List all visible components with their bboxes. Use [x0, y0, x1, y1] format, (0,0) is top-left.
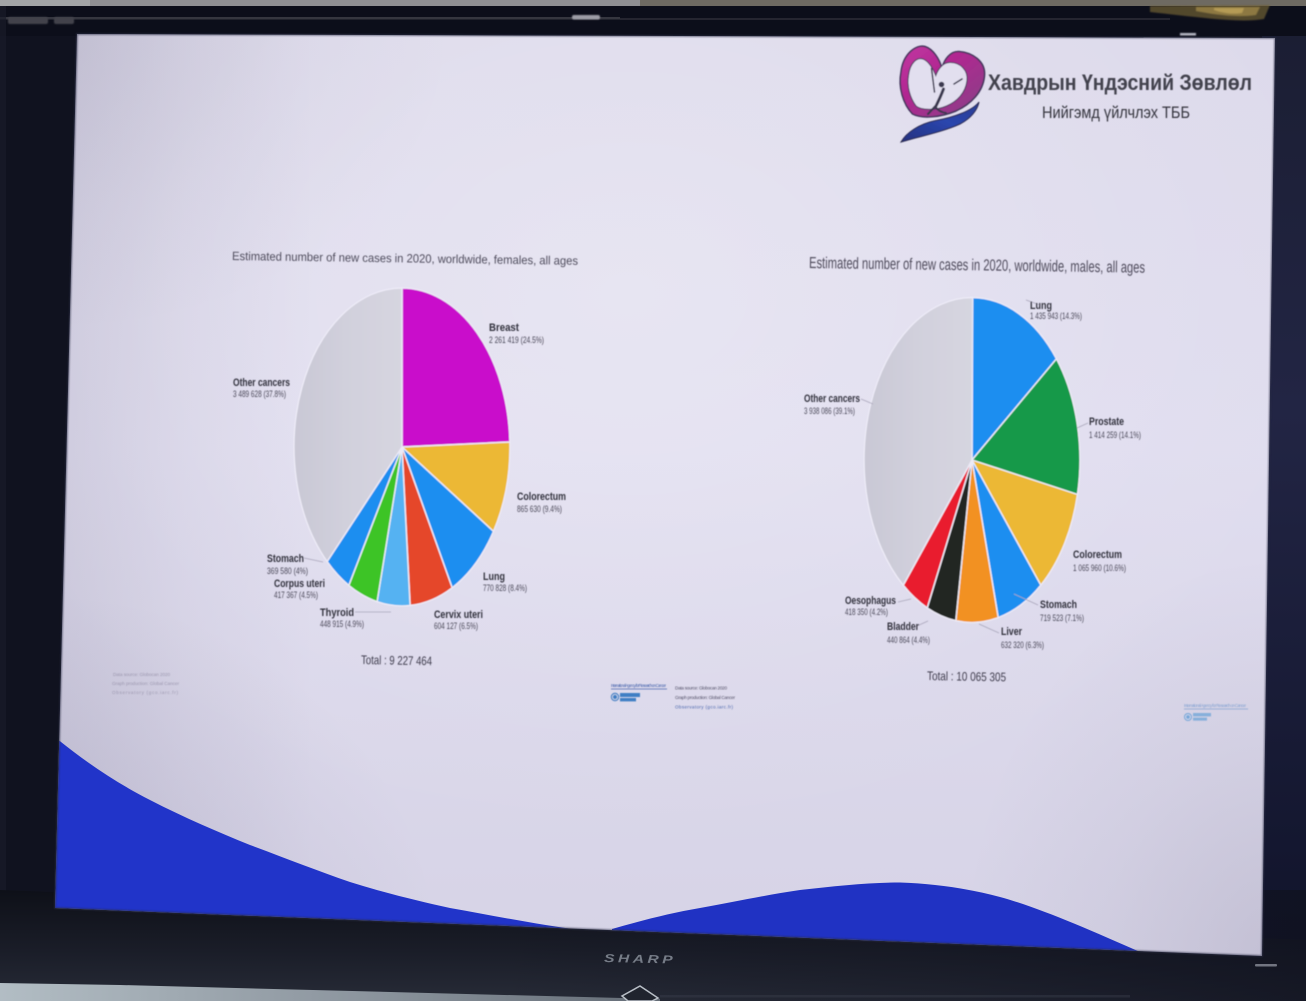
svg-text:448 915 (4.9%): 448 915 (4.9%): [320, 619, 364, 629]
svg-text:1 414 259 (14.1%): 1 414 259 (14.1%): [1089, 430, 1141, 440]
svg-text:2 261 419 (24.5%): 2 261 419 (24.5%): [489, 335, 544, 345]
svg-text:Colorectum: Colorectum: [517, 491, 566, 503]
svg-text:1 065 960 (10.6%): 1 065 960 (10.6%): [1073, 563, 1126, 573]
svg-text:Breast: Breast: [489, 322, 519, 334]
svg-text:632 320 (6.3%): 632 320 (6.3%): [1001, 640, 1044, 650]
svg-text:Observatory (gco.iarc.fr): Observatory (gco.iarc.fr): [112, 690, 178, 695]
svg-text:3 938 086 (39.1%): 3 938 086 (39.1%): [804, 406, 855, 416]
svg-text:Estimated number of new cases: Estimated number of new cases in 2020, w…: [232, 249, 578, 268]
svg-text:604 127 (6.5%): 604 127 (6.5%): [434, 621, 478, 631]
svg-text:Lung: Lung: [483, 571, 505, 583]
svg-text:Data source: Globocan 2020: Data source: Globocan 2020: [113, 672, 170, 677]
svg-text:Oesophagus: Oesophagus: [845, 595, 896, 607]
svg-text:Total : 9 227 464: Total : 9 227 464: [361, 653, 432, 668]
svg-text:SHARP: SHARP: [604, 953, 676, 967]
svg-text:Нийгэмд үйлчлэх ТББ: Нийгэмд үйлчлэх ТББ: [1042, 103, 1190, 122]
svg-text:Stomach: Stomach: [1040, 599, 1077, 611]
svg-text:417 367 (4.5%): 417 367 (4.5%): [274, 590, 318, 600]
svg-text:770 828 (8.4%): 770 828 (8.4%): [483, 583, 527, 593]
svg-text:Other cancers: Other cancers: [233, 377, 290, 389]
svg-text:440 864 (4.4%): 440 864 (4.4%): [887, 635, 930, 645]
svg-text:3 489 628 (37.8%): 3 489 628 (37.8%): [233, 389, 286, 399]
svg-text:Colorectum: Colorectum: [1073, 549, 1122, 561]
svg-text:Bladder: Bladder: [887, 621, 919, 633]
svg-text:Data source: Globocan 2020: Data source: Globocan 2020: [675, 686, 727, 691]
svg-text:Prostate: Prostate: [1089, 416, 1124, 428]
svg-text:Stomach: Stomach: [267, 553, 304, 565]
svg-text:Liver: Liver: [1001, 626, 1022, 638]
svg-text:Total : 10 065 305: Total : 10 065 305: [927, 669, 1006, 684]
svg-text:Lung: Lung: [1030, 300, 1052, 312]
svg-text:International Agency for Resea: International Agency for Research on Can…: [1184, 703, 1247, 708]
svg-text:865 630 (9.4%): 865 630 (9.4%): [517, 504, 562, 514]
svg-text:Graph production: Global Cance: Graph production: Global Cancer: [675, 695, 735, 700]
svg-text:International Agency for Resea: International Agency for Research on Can…: [611, 683, 666, 688]
svg-text:Estimated number of new cases: Estimated number of new cases in 2020, w…: [809, 255, 1145, 277]
svg-text:1 435 943 (14.3%): 1 435 943 (14.3%): [1030, 311, 1082, 321]
svg-text:Other cancers: Other cancers: [804, 393, 860, 405]
svg-text:418 350 (4.2%): 418 350 (4.2%): [845, 607, 888, 617]
svg-text:Observatory (gco.iarc.fr): Observatory (gco.iarc.fr): [675, 705, 733, 710]
svg-text:369 580 (4%): 369 580 (4%): [267, 566, 308, 576]
svg-text:Corpus uteri: Corpus uteri: [274, 578, 325, 590]
svg-text:Graph production: Global Cance: Graph production: Global Cancer: [112, 681, 179, 686]
svg-text:Cervix uteri: Cervix uteri: [434, 609, 483, 621]
svg-text:Хавдрын Үндэсний Зөвлөл: Хавдрын Үндэсний Зөвлөл: [988, 70, 1252, 95]
svg-text:Thyroid: Thyroid: [320, 607, 354, 619]
svg-text:719 523 (7.1%): 719 523 (7.1%): [1040, 613, 1084, 623]
